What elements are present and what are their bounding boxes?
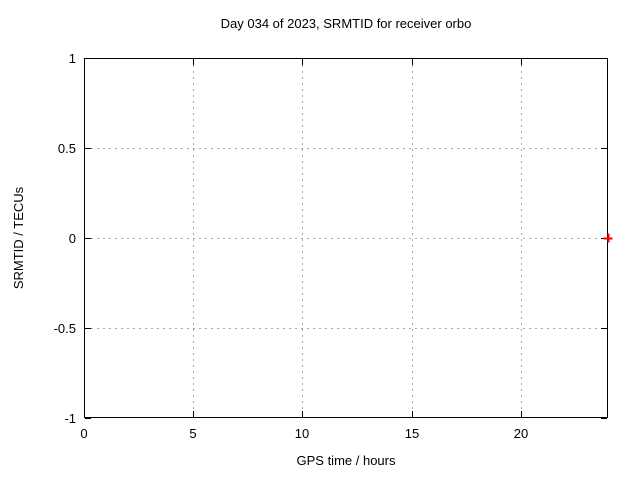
gridline-vertical <box>302 59 303 417</box>
x-tick-top <box>521 59 522 65</box>
x-tick-bottom <box>412 411 413 417</box>
gridline-vertical <box>521 59 522 417</box>
y-tick-label: 0 <box>68 231 76 246</box>
x-tick-label: 5 <box>189 426 197 441</box>
y-tick-label: 0.5 <box>57 141 76 156</box>
y-tick-right <box>601 328 607 329</box>
y-tick-left <box>85 58 91 59</box>
x-tick-label: 10 <box>294 426 310 441</box>
y-tick-right <box>601 58 607 59</box>
y-tick-label: 1 <box>68 51 76 66</box>
x-tick-top <box>412 59 413 65</box>
x-tick-bottom <box>302 411 303 417</box>
x-tick-top <box>84 59 85 65</box>
chart-title: Day 034 of 2023, SRMTID for receiver orb… <box>220 16 472 31</box>
gridline-vertical <box>412 59 413 417</box>
y-tick-right <box>601 148 607 149</box>
x-tick-label: 20 <box>513 426 529 441</box>
y-tick-left <box>85 238 91 239</box>
y-tick-right <box>601 418 607 419</box>
gridline-vertical <box>193 59 194 417</box>
plus-marker-vbar <box>607 233 609 243</box>
y-tick-left <box>85 328 91 329</box>
x-tick-bottom <box>193 411 194 417</box>
x-tick-top <box>193 59 194 65</box>
x-tick-bottom <box>521 411 522 417</box>
x-tick-label: 0 <box>80 426 88 441</box>
x-tick-bottom <box>84 411 85 417</box>
x-tick-label: 15 <box>404 426 420 441</box>
y-tick-label: -0.5 <box>53 321 76 336</box>
gridline-horizontal <box>85 328 607 329</box>
y-tick-left <box>85 418 91 419</box>
x-axis-label: GPS time / hours <box>296 453 396 468</box>
y-tick-label: -1 <box>64 411 76 426</box>
data-point-marker <box>603 233 613 243</box>
gridline-horizontal <box>85 148 607 149</box>
y-tick-left <box>85 148 91 149</box>
x-tick-top <box>302 59 303 65</box>
gridline-horizontal <box>85 238 607 239</box>
